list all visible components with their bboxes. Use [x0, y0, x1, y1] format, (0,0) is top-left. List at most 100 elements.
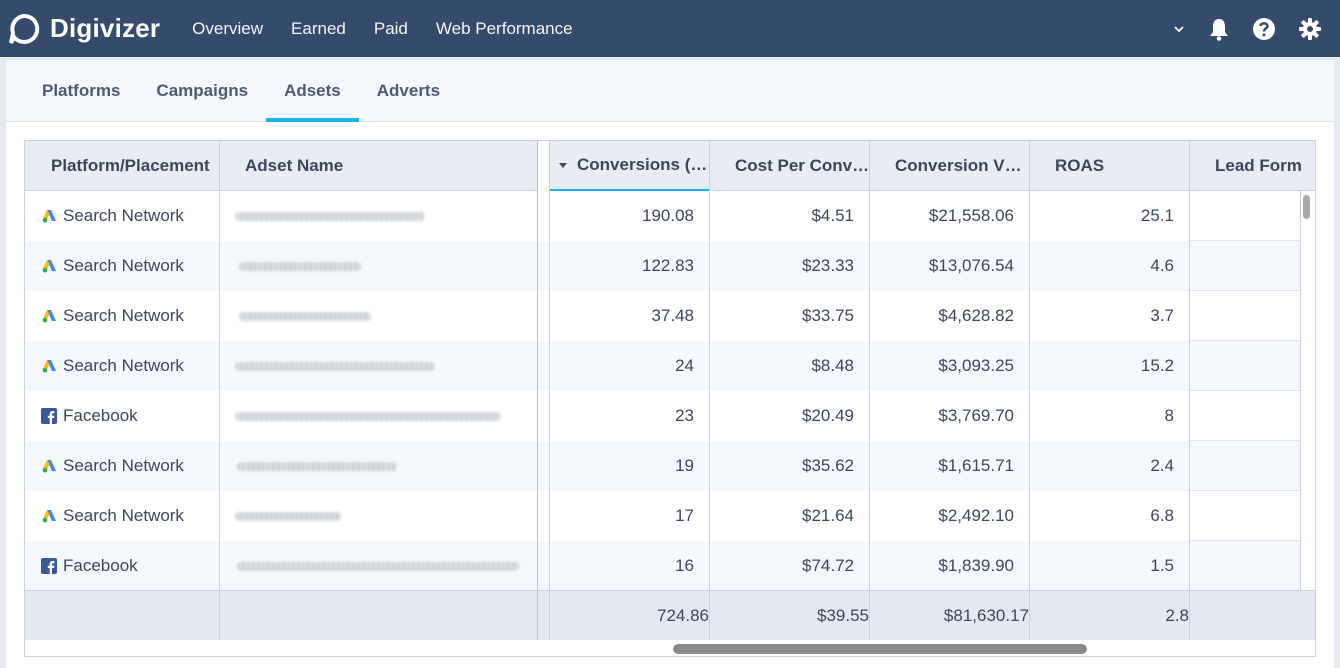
brand-name: Digivizer — [50, 13, 161, 43]
chevron-down-icon[interactable] — [1172, 22, 1186, 36]
platform-cell: Facebook — [25, 391, 219, 441]
roas-cell: 6.8 — [1150, 506, 1174, 525]
gear-icon[interactable] — [1298, 17, 1322, 41]
redacted-adset-name — [235, 411, 501, 421]
tab-adverts[interactable]: Adverts — [376, 80, 441, 100]
nav-web-performance[interactable]: Web Performance — [435, 18, 573, 38]
adset-name-cell[interactable] — [235, 441, 535, 491]
platform-cell: Search Network — [25, 241, 219, 291]
platform-name: Search Network — [63, 306, 184, 325]
total-roas: 2.8 — [1165, 606, 1189, 625]
facebook-icon — [41, 558, 57, 574]
table-totals-row: 724.86 $39.55 $81,630.17 2.8 — [25, 590, 1315, 640]
total-cost-per-conversion: $39.55 — [817, 606, 869, 625]
google-ads-icon — [41, 308, 57, 324]
sub-tabs: Platforms Campaigns Adsets Adverts — [6, 60, 1334, 122]
horizontal-scrollbar-track[interactable] — [25, 640, 1315, 656]
help-icon[interactable] — [1252, 17, 1276, 41]
conversion-value-cell: $3,769.70 — [938, 406, 1014, 425]
bell-icon[interactable] — [1208, 17, 1230, 41]
row-divider — [1189, 290, 1300, 291]
column-header-roas[interactable]: ROAS — [1029, 141, 1189, 191]
row-divider — [1189, 440, 1300, 441]
table-row[interactable]: Facebook 23 $20.49 $3,769.70 8 — [25, 391, 1300, 441]
tab-adsets[interactable]: Adsets — [266, 60, 359, 122]
top-navigation-bar: Digivizer Overview Earned Paid Web Perfo… — [0, 0, 1340, 57]
conversions-cell: 17 — [675, 506, 694, 525]
platform-cell: Search Network — [25, 491, 219, 541]
adset-name-cell[interactable] — [235, 491, 535, 541]
adset-name-cell[interactable] — [235, 541, 535, 591]
google-ads-icon — [41, 508, 57, 524]
vertical-scrollbar-thumb[interactable] — [1303, 195, 1310, 219]
adset-name-cell[interactable] — [235, 241, 535, 291]
row-divider — [1189, 240, 1300, 241]
platform-cell: Search Network — [25, 441, 219, 491]
lead-form-cell — [1189, 241, 1300, 291]
lead-form-cell — [1189, 441, 1300, 491]
brand[interactable]: Digivizer — [8, 13, 160, 45]
column-header-platform[interactable]: Platform/Placement — [25, 141, 219, 191]
main-nav: Overview Earned Paid Web Performance — [192, 19, 600, 39]
platform-cell: Search Network — [25, 291, 219, 341]
table-row[interactable]: Search Network 24 $8.48 $3,093.25 15.2 — [25, 341, 1300, 391]
roas-cell: 3.7 — [1150, 306, 1174, 325]
conversions-cell: 122.83 — [642, 256, 694, 275]
column-header-lead-form[interactable]: Lead Form — [1189, 141, 1315, 191]
column-header-value-label: Conversion V… — [895, 155, 1022, 175]
total-conversion-value: $81,630.17 — [943, 606, 1029, 625]
cost-per-conversion-cell: $23.33 — [802, 256, 854, 275]
conversions-cell: 19 — [675, 456, 694, 475]
column-header-conversion-value[interactable]: Conversion V… — [869, 141, 1029, 191]
conversions-cell: 37.48 — [651, 306, 694, 325]
column-divider — [1189, 141, 1190, 640]
roas-cell: 15.2 — [1140, 356, 1174, 375]
column-divider — [869, 141, 870, 640]
tab-platforms[interactable]: Platforms — [42, 80, 121, 100]
adset-name-cell[interactable] — [235, 291, 535, 341]
conversion-value-cell: $1,615.71 — [938, 456, 1014, 475]
google-ads-icon — [41, 208, 57, 224]
platform-cell: Search Network — [25, 341, 219, 391]
tab-campaigns[interactable]: Campaigns — [156, 80, 249, 100]
adset-name-cell[interactable] — [235, 391, 535, 441]
column-header-platform-label: Platform/Placement — [51, 155, 210, 175]
nav-overview[interactable]: Overview — [192, 18, 264, 38]
column-header-adset-name[interactable]: Adset Name — [219, 141, 537, 191]
cost-per-conversion-cell: $8.48 — [811, 356, 854, 375]
table-row[interactable]: Search Network 17 $21.64 $2,492.10 6.8 — [25, 491, 1300, 541]
platform-name: Facebook — [63, 406, 138, 425]
cost-per-conversion-cell: $21.64 — [802, 506, 854, 525]
adset-name-cell[interactable] — [235, 191, 535, 241]
cost-per-conversion-cell: $20.49 — [802, 406, 854, 425]
horizontal-scrollbar-thumb[interactable] — [673, 644, 1087, 654]
conversions-cell: 16 — [675, 556, 694, 575]
platform-cell: Facebook — [25, 541, 219, 591]
vertical-scrollbar-track[interactable] — [1300, 191, 1301, 590]
table-row[interactable]: Search Network 37.48 $33.75 $4,628.82 3.7 — [25, 291, 1300, 341]
redacted-adset-name — [235, 511, 341, 521]
redacted-adset-name — [235, 211, 425, 221]
table-row[interactable]: Search Network 190.08 $4.51 $21,558.06 25.1 — [25, 191, 1300, 241]
column-divider — [1029, 141, 1030, 640]
cost-per-conversion-cell: $74.72 — [802, 556, 854, 575]
column-header-cost-per-conversion[interactable]: Cost Per Conv… — [709, 141, 869, 191]
redacted-adset-name — [235, 361, 435, 371]
cost-per-conversion-cell: $4.51 — [811, 206, 854, 225]
conversion-value-cell: $2,492.10 — [938, 506, 1014, 525]
conversions-cell: 23 — [675, 406, 694, 425]
nav-earned[interactable]: Earned — [291, 18, 346, 38]
nav-paid[interactable]: Paid — [373, 18, 408, 38]
table-row[interactable]: Search Network 19 $35.62 $1,615.71 2.4 — [25, 441, 1300, 491]
lead-form-cell — [1189, 391, 1300, 441]
column-divider — [709, 141, 710, 640]
lead-form-cell — [1189, 541, 1300, 591]
table-row[interactable]: Facebook 16 $74.72 $1,839.90 1.5 — [25, 541, 1300, 591]
column-header-conversions[interactable]: Conversions (… — [549, 141, 709, 191]
pinned-divider[interactable] — [537, 141, 538, 640]
conversion-value-cell: $1,839.90 — [938, 556, 1014, 575]
table-row[interactable]: Search Network 122.83 $23.33 $13,076.54 4.6 — [25, 241, 1300, 291]
adset-name-cell[interactable] — [235, 341, 535, 391]
google-ads-icon — [41, 458, 57, 474]
top-right-actions — [1150, 0, 1322, 57]
